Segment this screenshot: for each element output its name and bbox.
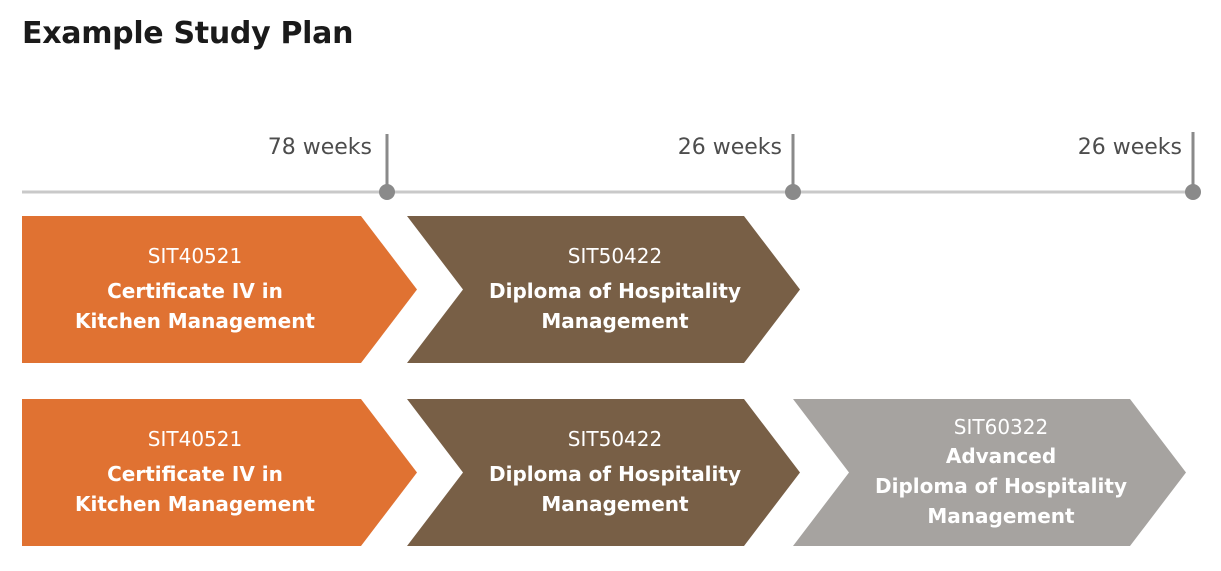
row2-step3-advanced-diploma-chevron: SIT60322 Advanced Diploma of Hospitality… (793, 399, 1186, 546)
row2-step2-diploma-chevron: SIT50422 Diploma of Hospitality Manageme… (407, 399, 800, 546)
row2-step1-name-line1: Certificate IV in (107, 461, 283, 486)
row1-step2-name-line1: Diploma of Hospitality (489, 278, 741, 303)
row2-step3-code: SIT60322 (953, 414, 1049, 439)
row2-step3-name-line2: Diploma of Hospitality (875, 473, 1127, 498)
timeline-marker-1 (379, 184, 395, 200)
row1-step1-name-line2: Kitchen Management (75, 308, 315, 333)
row1-step1-certificate-chevron: SIT40521 Certificate IV in Kitchen Manag… (22, 216, 417, 363)
row1-step2-shape (407, 216, 800, 363)
row2-step1-code: SIT40521 (147, 426, 243, 451)
duration-label-1: 78 weeks (267, 135, 372, 160)
duration-label-2: 26 weeks (677, 135, 782, 160)
row1-step1-shape (22, 216, 417, 363)
duration-label-3: 26 weeks (1077, 135, 1182, 160)
row1-step2-diploma-chevron: SIT50422 Diploma of Hospitality Manageme… (407, 216, 800, 363)
row2-step1-name-line2: Kitchen Management (75, 491, 315, 516)
timeline-marker-3 (1185, 184, 1201, 200)
timeline-marker-2 (785, 184, 801, 200)
row2-step2-shape (407, 399, 800, 546)
row2-step3-name-line3: Management (927, 503, 1075, 528)
row1-step1-code: SIT40521 (147, 243, 243, 268)
page-title: Example Study Plan (22, 16, 354, 51)
row2-step1-shape (22, 399, 417, 546)
row2-step1-certificate-chevron: SIT40521 Certificate IV in Kitchen Manag… (22, 399, 417, 546)
row2-step2-code: SIT50422 (567, 426, 663, 451)
row1-step2-code: SIT50422 (567, 243, 663, 268)
timeline (22, 132, 1201, 200)
row2-step2-name-line1: Diploma of Hospitality (489, 461, 741, 486)
row2-step3-name-line1: Advanced (945, 443, 1057, 468)
row2-step3-shape (793, 399, 1186, 546)
row1-step2-name-line2: Management (541, 308, 689, 333)
row2-step2-name-line2: Management (541, 491, 689, 516)
row1-step1-name-line1: Certificate IV in (107, 278, 283, 303)
